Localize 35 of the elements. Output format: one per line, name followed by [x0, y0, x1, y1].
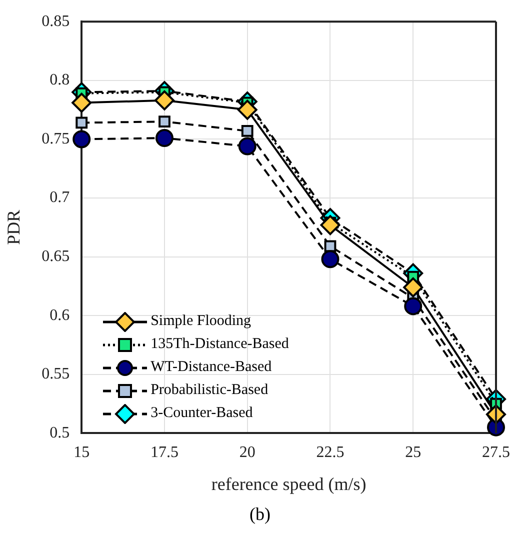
- legend-label: Simple Flooding: [150, 312, 252, 332]
- y-tick-label: 0.65: [42, 248, 70, 266]
- point: [320, 215, 340, 236]
- point: [155, 129, 174, 148]
- point: [403, 277, 424, 298]
- point: [158, 116, 170, 128]
- y-tick-label: 0.5: [50, 424, 70, 442]
- x-tick-label: 20: [239, 444, 256, 462]
- x-axis-title: reference speed (m/s): [211, 474, 366, 494]
- x-tick-label: 22.5: [316, 444, 344, 462]
- y-tick-label: 0.55: [42, 366, 70, 383]
- y-tick-label: 0.85: [42, 12, 70, 30]
- legend-label: Probabilistic-Based: [150, 381, 268, 400]
- point: [72, 130, 91, 148]
- point: [72, 92, 92, 113]
- x-tick-label: 27.5: [482, 444, 510, 462]
- legend-label: 3-Counter-Based: [150, 404, 253, 424]
- x-tick-label: 17.5: [150, 444, 178, 462]
- y-tick-label: 0.7: [50, 189, 70, 206]
- point: [237, 100, 258, 120]
- point: [154, 90, 174, 110]
- legend-label: WT-Distance-Based: [150, 358, 272, 378]
- x-tick-label: 15: [74, 444, 90, 462]
- point: [238, 137, 256, 156]
- y-tick-label: 0.75: [42, 130, 70, 148]
- text: (b): [248, 504, 272, 525]
- legend-label: 135Th-Distance-Based: [150, 335, 289, 354]
- point: [76, 116, 88, 129]
- y-tick-label: 0.8: [50, 72, 70, 89]
- point: [321, 250, 340, 268]
- y-axis-title: PDR: [4, 210, 24, 245]
- x-tick-label: 25: [405, 444, 422, 462]
- point: [241, 125, 254, 137]
- point: [404, 297, 422, 316]
- y-tick-label: 0.6: [50, 306, 70, 324]
